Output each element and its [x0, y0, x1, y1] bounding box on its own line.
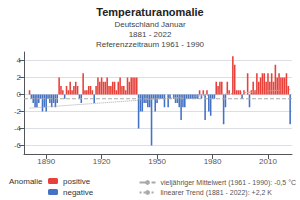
svg-text:2: 2 [17, 73, 22, 82]
svg-text:-4: -4 [14, 124, 22, 133]
svg-text:2010: 2010 [259, 157, 277, 166]
svg-text:Temperaturanomalie: Temperaturanomalie [96, 6, 203, 18]
svg-text:linearer Trend (1881 - 2022):: linearer Trend (1881 - 2022): +2,2 K [161, 189, 273, 197]
svg-text:1980: 1980 [204, 157, 222, 166]
svg-text:0: 0 [17, 90, 22, 99]
svg-text:-2: -2 [14, 107, 22, 116]
svg-text:1881 - 2022: 1881 - 2022 [129, 30, 172, 39]
svg-text:-6: -6 [14, 141, 22, 150]
svg-text:Referenzzeitraum 1961 - 1990: Referenzzeitraum 1961 - 1990 [96, 40, 205, 49]
svg-text:positive: positive [63, 177, 91, 186]
svg-text:Deutschland Januar: Deutschland Januar [114, 20, 185, 29]
svg-text:1950: 1950 [148, 157, 166, 166]
svg-text:4: 4 [17, 56, 22, 65]
svg-text:1890: 1890 [37, 157, 55, 166]
svg-text:Anomalie: Anomalie [9, 177, 43, 186]
svg-text:vieljähriger Mittelwert (1961: vieljähriger Mittelwert (1961 - 1990): -… [161, 179, 296, 187]
svg-text:negative: negative [63, 188, 94, 197]
svg-text:1920: 1920 [93, 157, 111, 166]
